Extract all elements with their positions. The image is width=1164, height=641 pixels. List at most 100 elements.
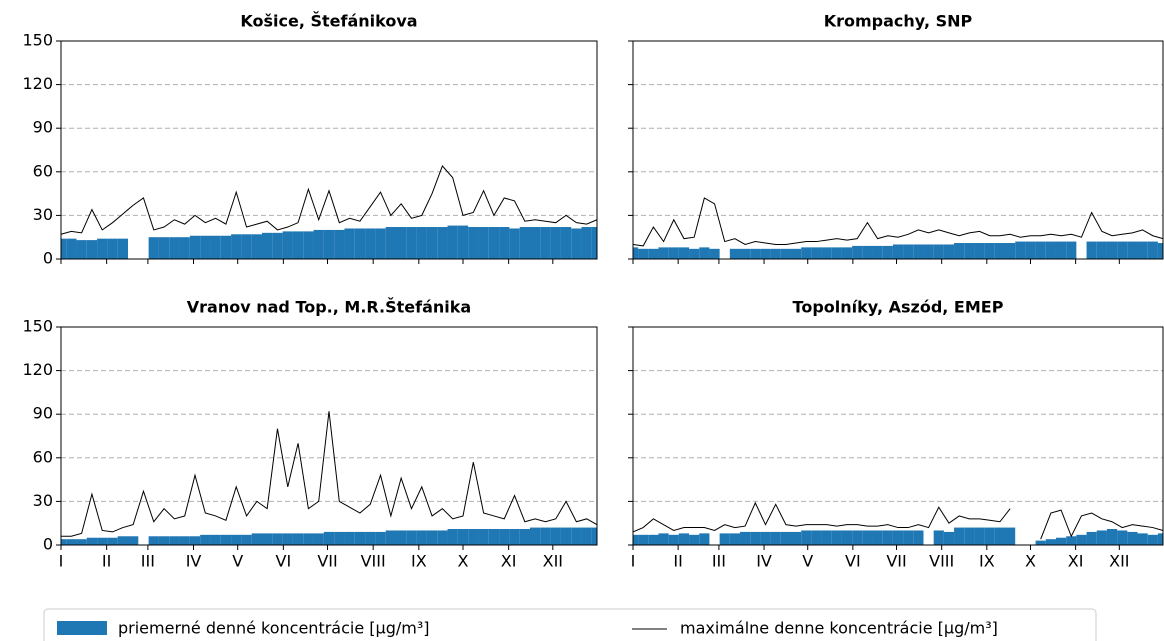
avg-bar (97, 537, 108, 545)
avg-bar (540, 227, 551, 259)
avg-bar (540, 527, 551, 545)
avg-bar (740, 531, 751, 545)
avg-bar (964, 243, 975, 259)
avg-bar (148, 237, 159, 259)
avg-bar (1096, 530, 1107, 545)
avg-bar (117, 238, 128, 259)
x-tick-label: VI (845, 552, 861, 571)
avg-bar (499, 529, 510, 545)
avg-bar (1157, 243, 1163, 259)
y-tick-label: 0 (43, 535, 53, 554)
x-tick-label: X (1025, 552, 1036, 571)
avg-bar (581, 227, 592, 259)
avg-bar (801, 530, 812, 545)
avg-bar (913, 530, 924, 545)
avg-bar (179, 237, 190, 259)
avg-bar (770, 248, 781, 259)
avg-bar (189, 536, 201, 545)
avg-bar (811, 247, 822, 259)
avg-bar (272, 232, 283, 259)
avg-bar (519, 529, 530, 545)
avg-bar (385, 530, 396, 545)
avg-bar (354, 531, 366, 545)
avg-bar (272, 533, 283, 545)
avg-bar (1076, 534, 1087, 545)
avg-bar (334, 531, 345, 545)
avg-bar (478, 227, 489, 259)
x-tick-label: XI (1068, 552, 1084, 571)
y-tick-label: 60 (33, 447, 53, 466)
avg-bar (107, 238, 118, 259)
avg-bar (984, 527, 995, 545)
avg-bar (872, 530, 883, 545)
avg-bar (678, 247, 690, 259)
avg-bar (699, 533, 710, 545)
chart-title: Košice, Štefánikova (240, 12, 417, 31)
avg-bar (282, 231, 293, 259)
avg-bar (740, 248, 751, 259)
avg-bar (66, 539, 77, 545)
avg-bar (292, 231, 304, 259)
avg-bar (638, 248, 649, 259)
x-tick-label: XI (501, 552, 517, 571)
avg-bar (478, 529, 489, 545)
avg-bar (530, 527, 541, 545)
avg-bar (862, 530, 873, 545)
avg-bar (750, 531, 761, 545)
avg-bar (780, 248, 791, 259)
avg-bar (396, 227, 407, 259)
avg-bar (1015, 241, 1026, 259)
avg-bar (426, 227, 438, 259)
avg-bar (1035, 241, 1046, 259)
y-tick-label: 120 (22, 74, 53, 93)
avg-bar (262, 533, 273, 545)
axes-frame (632, 326, 1164, 546)
avg-bar (303, 533, 314, 545)
avg-bar (117, 536, 128, 545)
x-tick-label: VII (317, 552, 337, 571)
avg-bar (760, 531, 771, 545)
avg-bar (1086, 241, 1097, 259)
avg-bar (1096, 241, 1107, 259)
avg-bar (158, 237, 170, 259)
avg-bar (790, 248, 802, 259)
avg-bar (1117, 241, 1128, 259)
avg-bar (1127, 531, 1138, 545)
y-tick-label: 30 (33, 491, 53, 510)
avg-bar (76, 240, 87, 259)
avg-bar (974, 527, 985, 545)
avg-bar (658, 247, 669, 259)
avg-bar (210, 534, 221, 545)
avg-bar (200, 235, 211, 259)
x-tick-label: VIII (929, 552, 954, 571)
avg-bar (831, 530, 842, 545)
avg-bar (1055, 537, 1067, 545)
avg-bar (903, 244, 914, 259)
avg-bar (251, 234, 262, 259)
y-tick-label: 90 (33, 118, 53, 137)
avg-bar (571, 527, 582, 545)
avg-bar (882, 530, 893, 545)
avg-bar (61, 539, 67, 545)
avg-bar (1137, 533, 1148, 545)
avg-bar (954, 527, 965, 545)
x-tick-label: I (631, 552, 636, 571)
x-tick-label: X (458, 552, 469, 571)
avg-bar (974, 243, 985, 259)
avg-bar (1127, 241, 1138, 259)
axes-frame (60, 40, 598, 260)
avg-bar (699, 247, 710, 259)
max-line (61, 411, 598, 537)
max-line (632, 197, 1164, 247)
x-tick-label: V (232, 552, 243, 571)
x-tick-label: III (141, 552, 155, 571)
legend-box (43, 608, 1097, 641)
chart-title: Krompachy, SNP (824, 12, 973, 31)
avg-bar (903, 530, 914, 545)
avg-bar (344, 228, 355, 259)
avg-bar (1157, 533, 1163, 545)
avg-bar (61, 238, 67, 259)
avg-bar (437, 227, 448, 259)
avg-bar (862, 245, 873, 259)
avg-bar (729, 533, 741, 545)
